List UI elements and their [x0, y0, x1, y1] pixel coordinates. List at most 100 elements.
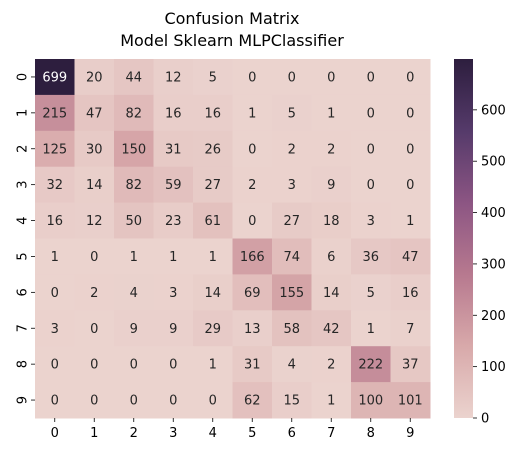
cell-value-label: 0	[51, 358, 59, 373]
cell-value-label: 215	[42, 106, 67, 121]
cell-value-label: 47	[402, 250, 419, 265]
cell-value-label: 1	[130, 250, 138, 265]
heatmap-cell	[74, 59, 115, 96]
cell-value-label: 0	[51, 394, 59, 409]
x-tick-label: 0	[51, 426, 59, 441]
heatmap-cell	[193, 382, 233, 419]
cell-value-label: 166	[240, 250, 265, 265]
cell-value-label: 31	[165, 142, 182, 157]
heatmap-cell	[35, 59, 75, 96]
cell-value-label: 31	[244, 358, 261, 373]
y-axis: 0 1 2 3 4 5 6 7 8 9	[16, 73, 35, 404]
cell-value-label: 2	[288, 142, 296, 157]
cell-value-label: 47	[86, 106, 103, 121]
heatmap-cell	[311, 238, 352, 275]
heatmap-cell	[114, 346, 154, 383]
cell-value-label: 0	[406, 106, 414, 121]
heatmap-cell	[193, 166, 233, 204]
chart-subtitle: Model Sklearn MLPClassifier	[120, 31, 344, 50]
cell-value-label: 0	[248, 70, 256, 85]
colorbar-tick-label: 400	[481, 206, 506, 221]
heatmap-cell	[193, 310, 233, 347]
cell-value-label: 44	[125, 70, 142, 85]
colorbar-tick-label: 300	[481, 257, 506, 272]
heatmap-cell	[193, 274, 233, 311]
cell-value-label: 3	[288, 178, 296, 193]
heatmap-cell	[74, 346, 115, 383]
cell-value-label: 2	[327, 358, 335, 373]
heatmap-cell	[74, 130, 115, 168]
cell-value-label: 50	[125, 214, 142, 229]
cell-value-label: 1	[327, 394, 335, 409]
heatmap-cell	[272, 94, 312, 132]
heatmap-cell	[272, 130, 312, 168]
cell-value-label: 13	[244, 322, 261, 337]
heatmap-cell	[74, 94, 115, 132]
y-tick-label: 4	[16, 216, 31, 224]
cell-value-label: 0	[169, 394, 177, 409]
x-tick-label: 5	[248, 426, 256, 441]
y-tick-label: 1	[16, 109, 31, 117]
heatmap-cell	[351, 382, 391, 419]
heatmap-cell	[351, 130, 391, 168]
heatmap-cell	[193, 130, 233, 168]
heatmap-cell	[114, 166, 154, 204]
cell-value-label: 59	[165, 178, 182, 193]
cell-value-label: 4	[130, 286, 138, 301]
cell-value-label: 0	[169, 358, 177, 373]
heatmap-cell	[311, 94, 352, 132]
heatmap-cell	[193, 202, 233, 239]
y-tick-label: 5	[16, 252, 31, 260]
colorbar-gradient	[454, 59, 473, 418]
cell-value-label: 20	[86, 70, 103, 85]
heatmap-cell	[193, 94, 233, 132]
cell-value-label: 1	[209, 358, 217, 373]
heatmap-cell	[153, 382, 194, 419]
cell-value-label: 36	[362, 250, 379, 265]
cell-value-label: 27	[283, 214, 300, 229]
heatmap-cell	[272, 166, 312, 204]
heatmap-cell	[351, 59, 391, 96]
cell-value-label: 16	[165, 106, 182, 121]
heatmap-cell	[232, 202, 273, 239]
colorbar-tick-label: 200	[481, 309, 506, 324]
heatmap-cell	[153, 346, 194, 383]
heatmap-cell	[74, 310, 115, 347]
heatmap-cell	[74, 166, 115, 204]
heatmap-cell	[114, 382, 154, 419]
cell-value-label: 16	[46, 214, 63, 229]
heatmap-cell	[35, 274, 75, 311]
cell-value-label: 26	[204, 142, 221, 157]
cell-value-label: 69	[244, 286, 261, 301]
cell-value-label: 0	[51, 286, 59, 301]
heatmap-cell	[272, 238, 312, 275]
heatmap-cell	[311, 59, 352, 96]
heatmap-cell	[390, 94, 431, 132]
heatmap-cell	[35, 310, 75, 347]
cell-value-label: 9	[327, 178, 335, 193]
cell-value-label: 100	[358, 394, 383, 409]
cell-value-label: 62	[244, 394, 261, 409]
colorbar-tick-label: 100	[481, 360, 506, 375]
heatmap-cell	[114, 202, 154, 239]
heatmap-cell	[311, 274, 352, 311]
heatmap-cell	[232, 382, 273, 419]
x-tick-label: 4	[209, 426, 217, 441]
cell-value-label: 0	[90, 358, 98, 373]
heatmap-cell	[351, 346, 391, 383]
heatmap-cell	[272, 310, 312, 347]
heatmap-cell	[232, 166, 273, 204]
heatmap-cell	[232, 346, 273, 383]
heatmap-cell	[232, 238, 273, 275]
heatmap-cell	[153, 166, 194, 204]
heatmap-cell	[74, 274, 115, 311]
heatmap-cell	[193, 346, 233, 383]
cell-value-label: 4	[288, 358, 296, 373]
x-tick-label: 7	[327, 426, 335, 441]
colorbar-tick-label: 0	[481, 412, 489, 427]
cell-value-label: 699	[42, 70, 67, 85]
heatmap-cell	[232, 59, 273, 96]
heatmap-cell	[390, 346, 431, 383]
colorbar-tick-label: 500	[481, 155, 506, 170]
